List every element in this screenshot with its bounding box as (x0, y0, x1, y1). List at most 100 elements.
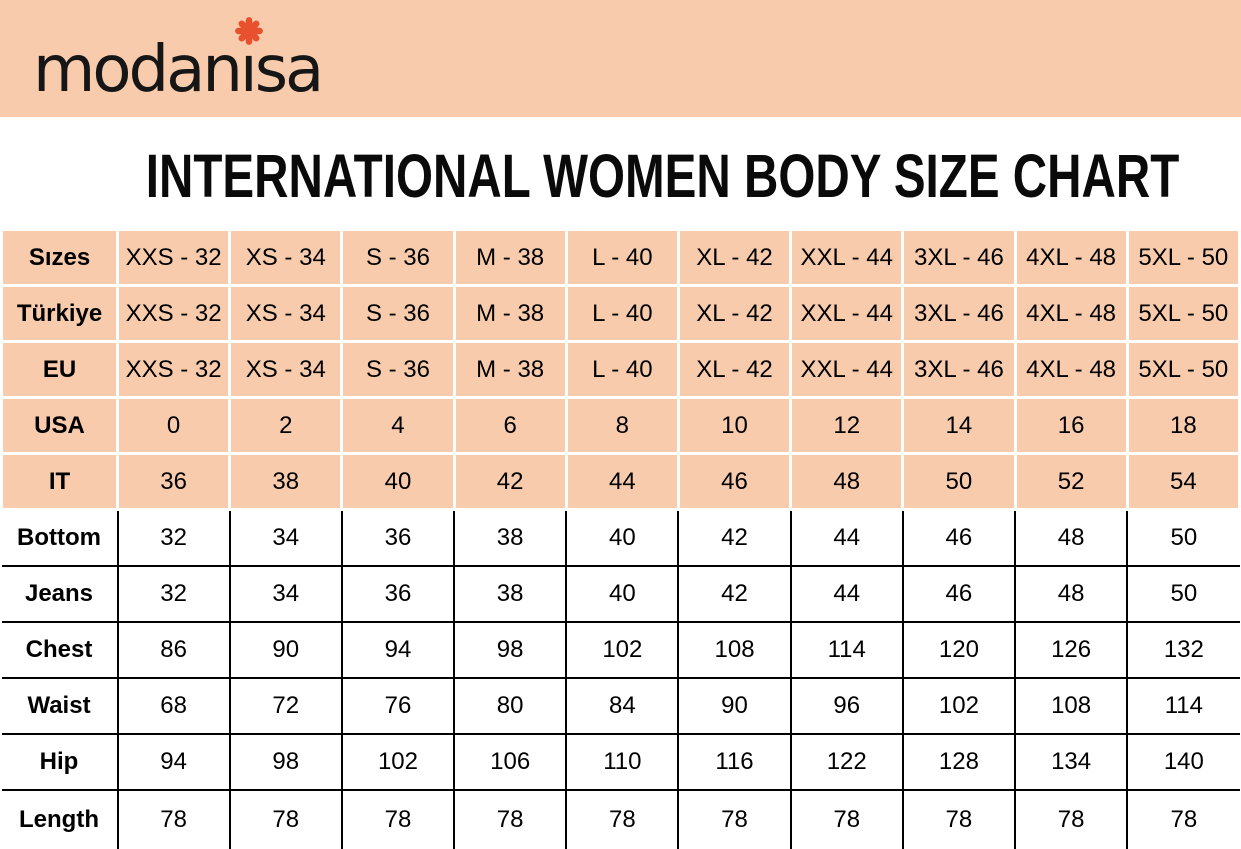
size-value-cell: 36 (340, 564, 456, 623)
size-value-cell: 122 (789, 732, 904, 791)
size-value-cell: 42 (677, 564, 792, 623)
size-value-cell: S - 36 (340, 228, 456, 287)
size-value-cell: 0 (115, 396, 232, 455)
size-value-cell: M - 38 (452, 340, 568, 399)
size-value-cell: 42 (452, 452, 568, 511)
size-table-body: Sızes XXS - 32 XS - 34 S - 36 M - 38 L - 40 XL… (0, 228, 1241, 849)
size-value-cell: 78 (1013, 788, 1129, 849)
size-value-cell: 2 (228, 396, 344, 455)
page-title-text: INTERNATIONAL WOMEN BODY SIZE CHART (145, 142, 1180, 210)
table-row: Sızes XXS - 32 XS - 34 S - 36 M - 38 L - 40 XL… (0, 228, 1241, 287)
size-value-cell: 5XL - 50 (1125, 340, 1241, 399)
size-value-cell: 80 (453, 676, 568, 735)
page-title: INTERNATIONAL WOMEN BODY SIZE CHART (0, 141, 1241, 211)
logo-asterisk-icon (235, 17, 263, 45)
size-value-cell: 126 (1013, 620, 1129, 679)
brand-banner: modanısa (0, 0, 1241, 117)
size-value-cell: 4XL - 48 (1013, 228, 1129, 287)
size-value-cell: 3XL - 46 (901, 228, 1017, 287)
size-value-cell: 44 (789, 508, 904, 567)
table-row: Türkiye XXS - 32 XS - 34 S - 36 M - 38 L - 40… (0, 284, 1241, 343)
size-value-cell: 4XL - 48 (1013, 284, 1129, 343)
size-value-cell: 98 (453, 620, 568, 679)
size-value-cell: 8 (564, 396, 680, 455)
size-value-cell: M - 38 (452, 228, 568, 287)
size-value-cell: XL - 42 (676, 340, 793, 399)
size-value-cell: 42 (677, 508, 792, 567)
row-label-cell: EU (0, 340, 119, 399)
size-value-cell: 32 (116, 564, 231, 623)
size-value-cell: 84 (565, 676, 680, 735)
size-value-cell: 4 (340, 396, 456, 455)
row-label-cell: USA (0, 396, 119, 455)
size-value-cell: 36 (115, 452, 232, 511)
size-value-cell: 116 (677, 732, 792, 791)
size-value-cell: 5XL - 50 (1125, 284, 1241, 343)
size-value-cell: L - 40 (564, 340, 680, 399)
size-value-cell: 54 (1125, 452, 1241, 511)
size-value-cell: 6 (452, 396, 568, 455)
table-row: IT 36 38 40 42 44 46 48 50 52 54 (0, 452, 1241, 511)
size-value-cell: 50 (1126, 564, 1240, 623)
size-value-cell: 140 (1126, 732, 1240, 791)
size-value-cell: 12 (789, 396, 905, 455)
size-value-cell: 10 (676, 396, 793, 455)
size-value-cell: 78 (901, 788, 1017, 849)
table-row: Hip 94 98 102 106 110 116 122 128 134 140 (1, 732, 1240, 791)
size-value-cell: 76 (340, 676, 456, 735)
row-label-cell: Türkiye (0, 284, 119, 343)
size-value-cell: 72 (228, 676, 343, 735)
table-row: Jeans 32 34 36 38 40 42 44 46 48 50 (1, 564, 1240, 623)
size-value-cell: 14 (901, 396, 1017, 455)
size-value-cell: XXS - 32 (115, 228, 232, 287)
size-value-cell: L - 40 (564, 284, 680, 343)
size-value-cell: XXS - 32 (115, 284, 232, 343)
size-value-cell: 120 (901, 620, 1017, 679)
size-value-cell: 78 (1126, 788, 1240, 849)
size-value-cell: 38 (453, 564, 568, 623)
size-value-cell: 78 (677, 788, 792, 849)
table-row: Length 78 78 78 78 78 78 78 78 78 78 (1, 788, 1240, 849)
size-value-cell: 50 (901, 452, 1017, 511)
logo-text-dotless-i: ı (239, 33, 258, 107)
size-value-cell: XXL - 44 (789, 228, 905, 287)
size-value-cell: 114 (1126, 676, 1240, 735)
size-value-cell: 34 (228, 564, 343, 623)
size-value-cell: 78 (453, 788, 568, 849)
size-value-cell: 5XL - 50 (1125, 228, 1241, 287)
size-value-cell: 108 (1013, 676, 1129, 735)
size-value-cell: 36 (340, 508, 456, 567)
size-value-cell: 44 (789, 564, 904, 623)
size-value-cell: XXL - 44 (789, 284, 905, 343)
size-value-cell: 102 (340, 732, 456, 791)
size-value-cell: 106 (453, 732, 568, 791)
size-value-cell: 52 (1013, 452, 1129, 511)
table-row: EU XXS - 32 XS - 34 S - 36 M - 38 L - 40 XL - … (0, 340, 1241, 399)
size-value-cell: 114 (789, 620, 904, 679)
size-value-cell: 128 (901, 732, 1017, 791)
size-value-cell: XL - 42 (676, 284, 793, 343)
size-value-cell: XL - 42 (676, 228, 793, 287)
row-label-cell: Hip (1, 732, 119, 791)
size-value-cell: 46 (901, 508, 1017, 567)
size-value-cell: 38 (453, 508, 568, 567)
size-value-cell: XS - 34 (228, 340, 344, 399)
size-value-cell: XS - 34 (228, 284, 344, 343)
size-value-cell: 18 (1125, 396, 1241, 455)
table-row: Bottom 32 34 36 38 40 42 44 46 48 50 (1, 508, 1240, 567)
size-value-cell: L - 40 (564, 228, 680, 287)
size-value-cell: 78 (789, 788, 904, 849)
size-value-cell: 102 (565, 620, 680, 679)
table-row: USA 0 2 4 6 8 10 12 14 16 18 (0, 396, 1241, 455)
size-chart-table: Sızes XXS - 32 XS - 34 S - 36 M - 38 L - 40 XL… (0, 228, 1241, 849)
row-label-cell: Chest (1, 620, 119, 679)
logo-text: modanısa (33, 33, 325, 107)
table-row: Chest 86 90 94 98 102 108 114 120 126 132 (1, 620, 1240, 679)
size-value-cell: 40 (565, 564, 680, 623)
logo-text-part: sa (254, 33, 325, 107)
size-value-cell: 48 (789, 452, 905, 511)
row-label-cell: Length (1, 788, 119, 849)
size-value-cell: XXS - 32 (115, 340, 232, 399)
size-value-cell: S - 36 (340, 284, 456, 343)
